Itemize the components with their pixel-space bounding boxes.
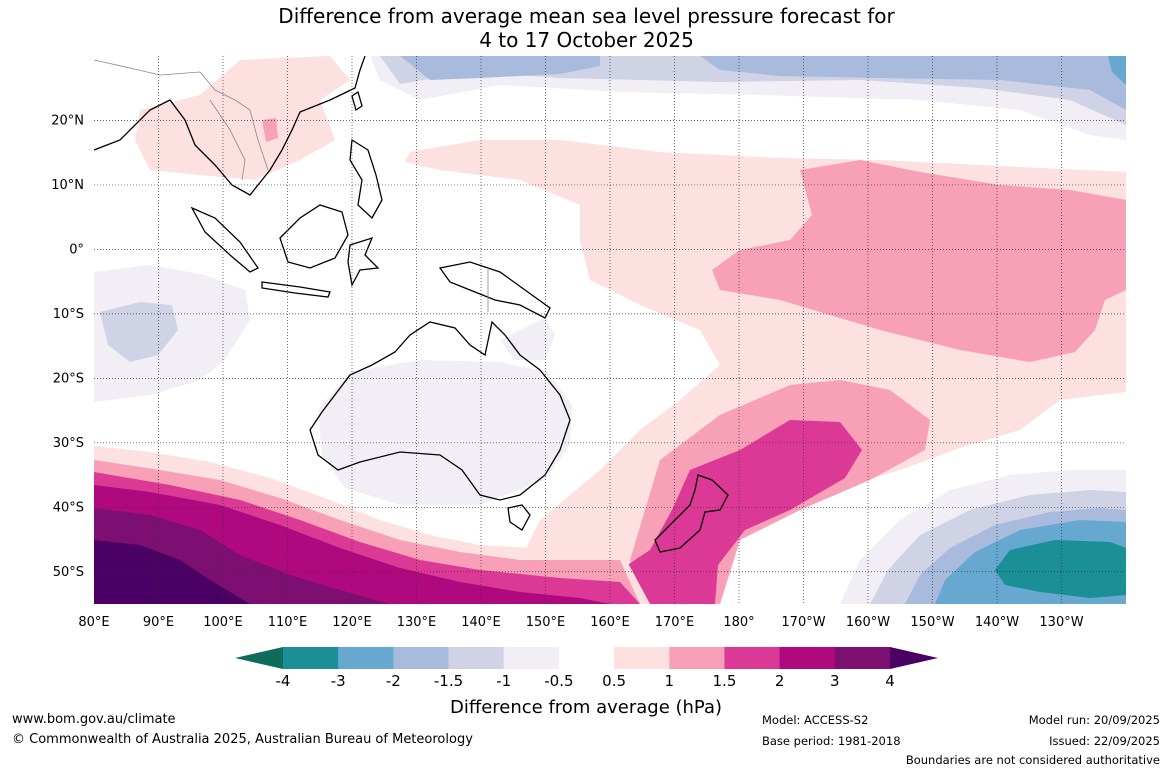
anomaly-band-north-neg15-east bbox=[700, 56, 1126, 110]
latitude-label: 50°S bbox=[53, 565, 84, 580]
latitude-label: 10°S bbox=[53, 307, 84, 322]
title-line-2: 4 to 17 October 2025 bbox=[479, 28, 694, 52]
issued-text: Issued: 22/09/2025 bbox=[1049, 734, 1160, 748]
colorbar-tick-label: 2 bbox=[775, 672, 785, 690]
copyright-text: © Commonwealth of Australia 2025, Austra… bbox=[12, 732, 473, 747]
colorbar-segment bbox=[558, 647, 615, 669]
sumatra-coastline bbox=[190, 206, 259, 273]
latitude-label: 30°S bbox=[53, 436, 84, 451]
colorbar-segment bbox=[503, 647, 560, 669]
latitude-label: 40°S bbox=[53, 500, 84, 515]
colorbar-segment bbox=[283, 647, 339, 669]
colorbar-segment bbox=[669, 647, 725, 669]
colorbar-tick-label: -4 bbox=[276, 672, 291, 690]
longitude-label: 170°E bbox=[655, 615, 695, 630]
colorbar-title: Difference from average (hPa) bbox=[450, 697, 722, 718]
pressure-anomaly-field bbox=[94, 56, 1126, 604]
colorbar-tick-label: 3 bbox=[830, 672, 840, 690]
anomaly-band-pacific-pos1 bbox=[712, 160, 1126, 362]
longitude-label: 180° bbox=[723, 615, 754, 630]
colorbar-tick-label: 1 bbox=[664, 672, 674, 690]
chart-title: Difference from average mean sea level p… bbox=[0, 4, 1173, 52]
latitude-labels: 20°N 10°N 0° 10°S 20°S 30°S 40°S 50°S bbox=[51, 113, 84, 579]
java-coastline bbox=[261, 281, 331, 298]
longitude-label: 90°E bbox=[143, 615, 174, 630]
latitude-label: 0° bbox=[69, 242, 84, 257]
colorbar-tick-label: -1 bbox=[496, 672, 511, 690]
longitude-label: 110°E bbox=[268, 615, 308, 630]
longitude-label: 170°W bbox=[781, 615, 825, 630]
new-zealand-coastline bbox=[654, 474, 729, 553]
anomaly-band-asia-pos1 bbox=[262, 118, 278, 142]
longitude-label: 150°W bbox=[910, 615, 954, 630]
model-text: Model: ACCESS-S2 bbox=[762, 713, 869, 727]
colorbar-tick-label: 4 bbox=[885, 672, 895, 690]
colorbar-tick-label: -2 bbox=[386, 672, 401, 690]
taiwan-coastline bbox=[351, 90, 363, 112]
longitude-label: 160°E bbox=[590, 615, 630, 630]
longitude-label: 140°E bbox=[461, 615, 501, 630]
colorbar-segment bbox=[779, 647, 836, 669]
colorbar-segment bbox=[338, 647, 394, 669]
colorbar-tick-label: -1.5 bbox=[434, 672, 463, 690]
sulawesi-coastline bbox=[347, 236, 380, 287]
anomaly-band-north-neg15 bbox=[400, 56, 600, 80]
colorbar-segment bbox=[393, 647, 450, 669]
latitude-label: 20°S bbox=[53, 371, 84, 386]
longitude-label: 130°E bbox=[397, 615, 437, 630]
longitude-label: 130°W bbox=[1039, 615, 1083, 630]
longitude-label: 100°E bbox=[203, 615, 243, 630]
base-period-text: Base period: 1981-2018 bbox=[762, 734, 901, 748]
latitude-label: 20°N bbox=[51, 113, 84, 128]
anomaly-band-coral-neg05 bbox=[500, 318, 555, 360]
colorbar-tick-label: -0.5 bbox=[544, 672, 573, 690]
colorbar-segment bbox=[724, 647, 781, 669]
longitude-label: 80°E bbox=[78, 615, 109, 630]
colorbar-extend-max bbox=[890, 647, 938, 669]
anomaly-band-se-neg3 bbox=[995, 540, 1126, 598]
new-guinea-coastline bbox=[438, 261, 551, 319]
website-link[interactable]: www.bom.gov.au/climate bbox=[12, 712, 176, 727]
country-borders bbox=[94, 59, 489, 312]
latitude-label: 10°N bbox=[51, 178, 84, 193]
longitude-label: 140°W bbox=[975, 615, 1019, 630]
disclaimer-text: Boundaries are not considered authoritat… bbox=[905, 753, 1160, 767]
tasmania-coastline bbox=[507, 504, 531, 531]
borneo-coastline bbox=[279, 204, 349, 269]
colorbar-segment bbox=[834, 647, 891, 669]
longitude-label: 150°E bbox=[526, 615, 566, 630]
graticule bbox=[94, 56, 1126, 604]
model-run-text: Model run: 20/09/2025 bbox=[1028, 713, 1160, 727]
title-line-1: Difference from average mean sea level p… bbox=[278, 4, 895, 28]
longitude-labels: 80°E 90°E 100°E 110°E 120°E 130°E 140°E 150°E 16… bbox=[78, 615, 1083, 630]
asia-coastline bbox=[94, 56, 366, 196]
colorbar-tick-label: -3 bbox=[331, 672, 346, 690]
anomaly-band-asia-pos05 bbox=[135, 56, 350, 180]
longitude-label: 160°W bbox=[846, 615, 890, 630]
colorbar-segment bbox=[448, 647, 505, 669]
anomaly-band-australia-neg05 bbox=[318, 360, 572, 505]
colorbar-extend-min bbox=[235, 647, 283, 669]
colorbar-segment bbox=[614, 647, 670, 669]
colorbar-tick-label: 0.5 bbox=[602, 672, 626, 690]
coastlines bbox=[94, 56, 729, 553]
anomaly-band-north-neg2 bbox=[1108, 56, 1126, 85]
colorbar-tick-label: 1.5 bbox=[713, 672, 737, 690]
colorbar: -4 -3 -2 -1.5 -1 -0.5 0.5 1 1.5 2 3 4 bbox=[235, 647, 938, 690]
anomaly-band-tasman-pos15 bbox=[615, 420, 862, 604]
philippines-coastline bbox=[349, 138, 383, 220]
longitude-label: 120°E bbox=[332, 615, 372, 630]
australia-coastline bbox=[309, 320, 571, 501]
